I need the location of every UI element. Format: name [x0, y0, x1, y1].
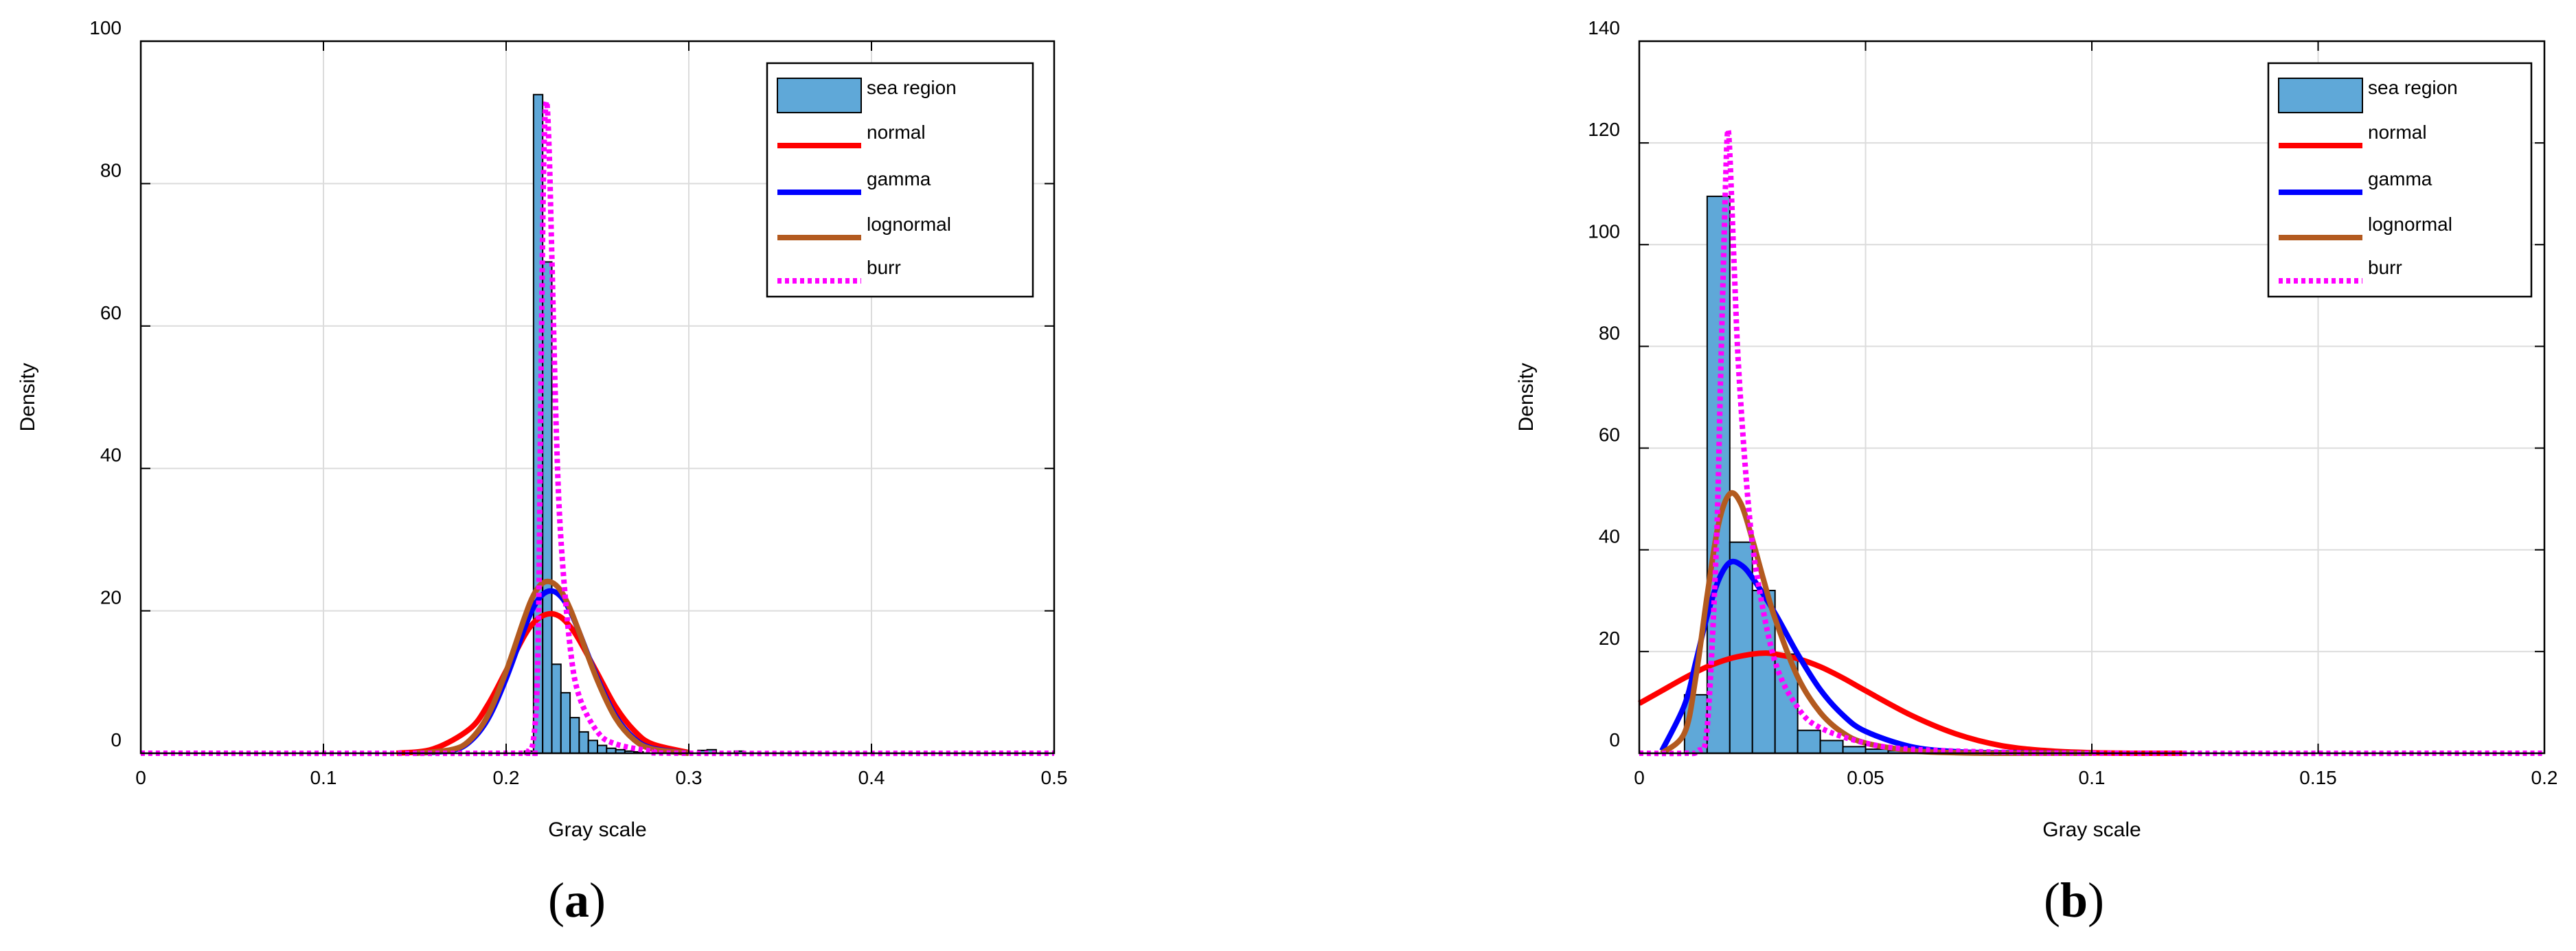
x-tick-label: 0.3: [676, 767, 703, 788]
series-line-burr: [140, 98, 1055, 757]
panel-label-b: (b): [2043, 873, 2104, 928]
legend: sea region normal gamma lognormal burr: [766, 62, 1034, 298]
legend-label: burr: [867, 257, 901, 278]
legend-label: gamma: [867, 168, 931, 190]
x-axis-label: Gray scale: [2042, 818, 2141, 841]
histogram-bar: [1842, 746, 1867, 755]
legend: sea region normal gamma lognormal burr: [2267, 62, 2533, 298]
x-tick-label: 0.2: [2531, 767, 2558, 788]
y-tick-label: 140: [1588, 17, 1620, 38]
x-axis-label: Gray scale: [548, 818, 646, 841]
series-line-normal: [396, 610, 689, 756]
legend-label: normal: [867, 122, 926, 143]
series-line-burr: [1639, 127, 2545, 757]
histogram-bar: [1797, 729, 1821, 754]
x-tick-label: 0: [135, 767, 146, 788]
legend-label: sea region: [2368, 77, 2458, 98]
x-tick-label: 0.1: [310, 767, 337, 788]
histogram-bar: [1819, 740, 1844, 755]
y-tick-label: 40: [100, 444, 122, 466]
panel-label-a: (a): [548, 873, 606, 928]
y-tick-label: 20: [100, 587, 122, 608]
x-tick-label: 0.2: [493, 767, 520, 788]
x-tick-label: 0: [1634, 767, 1645, 788]
y-axis-label: Density: [1515, 363, 1538, 431]
legend-swatch-sea region: [2278, 78, 2363, 113]
y-tick-label: 0: [1609, 729, 1620, 751]
histogram-bar: [1751, 589, 1776, 754]
y-tick-label: 80: [100, 159, 122, 181]
legend-label: lognormal: [867, 214, 951, 235]
y-tick-label: 100: [1588, 220, 1620, 242]
y-tick-label: 60: [1599, 424, 1620, 446]
x-tick-label: 0.05: [1847, 767, 1884, 788]
y-tick-label: 40: [1599, 526, 1620, 547]
x-tick-label: 0.4: [858, 767, 885, 788]
x-tick-label: 0.5: [1041, 767, 1068, 788]
legend-swatch-sea region: [777, 78, 862, 113]
legend-label: gamma: [2368, 168, 2432, 190]
y-tick-label: 100: [89, 17, 122, 38]
legend-label: burr: [2368, 257, 2402, 278]
legend-label: normal: [2368, 122, 2427, 143]
x-tick-label: 0.15: [2299, 767, 2337, 788]
legend-label: lognormal: [2368, 214, 2452, 235]
y-tick-label: 120: [1588, 119, 1620, 140]
y-axis-label: Density: [16, 363, 39, 431]
axes-frame: [139, 40, 1056, 755]
y-tick-label: 60: [100, 302, 122, 323]
legend-label: sea region: [867, 77, 957, 98]
y-tick-label: 80: [1599, 322, 1620, 343]
y-tick-label: 20: [1599, 628, 1620, 649]
series-line-lognormal: [414, 578, 689, 756]
x-tick-label: 0.1: [2079, 767, 2106, 788]
y-tick-label: 0: [111, 729, 122, 751]
